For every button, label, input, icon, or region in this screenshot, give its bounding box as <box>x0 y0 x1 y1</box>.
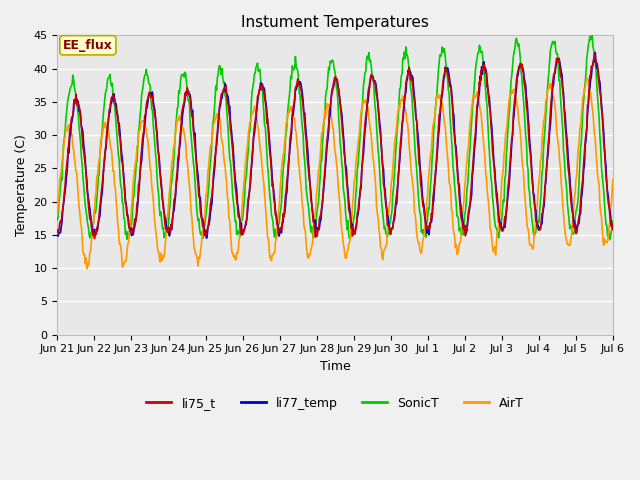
SonicT <box>63 100 71 106</box>
li77_temp <box>207 205 215 211</box>
AirT <box>83 266 91 272</box>
li77_temp <box>591 49 599 55</box>
SonicT <box>403 52 410 58</box>
AirT <box>122 259 129 264</box>
SonicT <box>177 73 185 79</box>
li75_t <box>91 236 99 241</box>
Line: AirT: AirT <box>58 78 613 269</box>
Line: SonicT: SonicT <box>58 34 613 240</box>
Legend: li75_t, li77_temp, SonicT, AirT: li75_t, li77_temp, SonicT, AirT <box>141 392 529 415</box>
AirT <box>420 234 428 240</box>
li75_t <box>404 72 412 78</box>
SonicT <box>609 218 617 224</box>
AirT <box>583 75 591 81</box>
li77_temp <box>420 201 428 206</box>
li77_temp <box>63 164 71 170</box>
li75_t <box>54 227 61 233</box>
AirT <box>54 213 61 218</box>
li75_t <box>178 109 186 115</box>
li77_temp <box>609 222 617 228</box>
li77_temp <box>121 184 129 190</box>
li75_t <box>207 196 215 202</box>
AirT <box>63 128 71 134</box>
SonicT <box>419 231 427 237</box>
Line: li77_temp: li77_temp <box>58 52 613 238</box>
li75_t <box>591 51 598 57</box>
Line: li75_t: li75_t <box>58 54 613 239</box>
X-axis label: Time: Time <box>320 360 351 373</box>
AirT <box>178 119 186 125</box>
Y-axis label: Temperature (C): Temperature (C) <box>15 134 28 236</box>
SonicT <box>588 31 596 36</box>
AirT <box>207 142 215 148</box>
Text: EE_flux: EE_flux <box>63 39 113 52</box>
li77_temp <box>177 124 185 130</box>
li75_t <box>122 201 129 206</box>
SonicT <box>121 216 129 222</box>
SonicT <box>207 161 214 167</box>
SonicT <box>54 217 61 223</box>
li77_temp <box>54 233 61 239</box>
Title: Instument Temperatures: Instument Temperatures <box>241 15 429 30</box>
AirT <box>404 120 412 126</box>
li77_temp <box>404 76 412 82</box>
li77_temp <box>203 235 211 241</box>
li75_t <box>609 227 617 232</box>
li75_t <box>63 156 71 161</box>
li75_t <box>420 204 428 210</box>
SonicT <box>606 237 614 242</box>
AirT <box>609 176 617 182</box>
